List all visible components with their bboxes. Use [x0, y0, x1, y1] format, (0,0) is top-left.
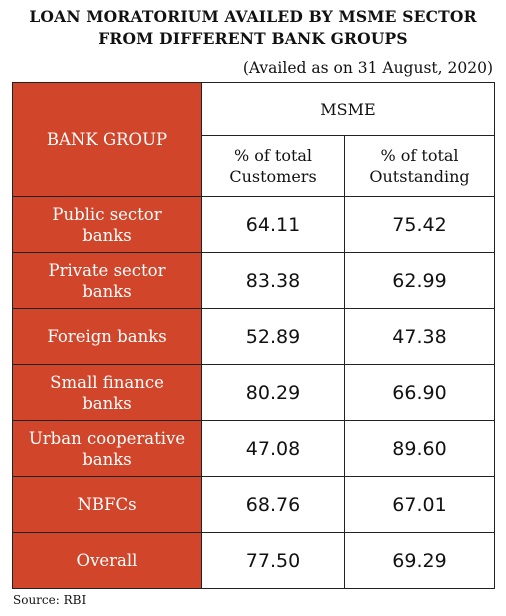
- outstanding-value: 66.90: [344, 364, 495, 421]
- bank-group-header: BANK GROUP: [12, 82, 202, 197]
- outstanding-value: 62.99: [344, 252, 495, 309]
- customers-value: 80.29: [201, 364, 345, 421]
- row-group-line: Urban cooperative: [28, 428, 186, 448]
- row-group-label: Public sector banks: [12, 196, 202, 253]
- row-group-line: Overall: [76, 551, 138, 570]
- outstanding-value: 75.42: [344, 196, 495, 253]
- outstanding-header-line-2: Outstanding: [369, 167, 470, 186]
- source-note: Source: RBI: [13, 593, 87, 607]
- customers-value: 52.89: [201, 308, 345, 365]
- title-line-2: FROM DIFFERENT BANK GROUPS: [98, 29, 408, 48]
- row-group-label: Private sector banks: [12, 252, 202, 309]
- customers-value: 77.50: [201, 532, 345, 589]
- row-group-label: Overall: [12, 532, 202, 589]
- customers-value: 47.08: [201, 420, 345, 477]
- header-row-2: % of total Customers % of total Outstand…: [13, 135, 495, 197]
- table-row: Public sector banks 64.11 75.42: [12, 196, 495, 253]
- outstanding-value: 67.01: [344, 476, 495, 533]
- row-group-label: Small finance banks: [12, 364, 202, 421]
- outstanding-value: 47.38: [344, 308, 495, 365]
- table-row: Overall 77.50 69.29: [12, 532, 495, 589]
- table-row: Private sector banks 83.38 62.99: [12, 252, 495, 309]
- customers-header-line-1: % of total: [233, 146, 313, 165]
- loan-moratorium-table: BANK GROUP MSME % of total Customers % o…: [12, 82, 495, 589]
- row-group-line: banks: [82, 393, 132, 413]
- customers-header: % of total Customers: [201, 135, 345, 197]
- row-group-line: Small finance: [50, 372, 164, 392]
- row-group-line: banks: [82, 225, 132, 245]
- row-group-line: Private sector: [48, 260, 166, 280]
- table-row: Urban cooperative banks 47.08 89.60: [12, 420, 495, 477]
- customers-value: 68.76: [201, 476, 345, 533]
- table-row: NBFCs 68.76 67.01: [12, 476, 495, 533]
- table-row: Small finance banks 80.29 66.90: [12, 364, 495, 421]
- header-row-1: BANK GROUP MSME: [12, 82, 495, 197]
- customers-value: 64.11: [201, 196, 345, 253]
- table-row: Foreign banks 52.89 47.38: [12, 308, 495, 365]
- row-group-label: Urban cooperative banks: [12, 420, 202, 477]
- outstanding-value: 89.60: [344, 420, 495, 477]
- outstanding-header: % of total Outstanding: [344, 135, 495, 197]
- row-group-label: NBFCs: [12, 476, 202, 533]
- row-group-line: Foreign banks: [47, 327, 167, 346]
- row-group-line: banks: [82, 281, 132, 301]
- outstanding-header-line-1: % of total: [380, 146, 459, 165]
- outstanding-value: 69.29: [344, 532, 495, 589]
- row-group-line: NBFCs: [77, 495, 137, 514]
- title-line-1: LOAN MORATORIUM AVAILED BY MSME SECTOR: [29, 7, 477, 26]
- row-group-label: Foreign banks: [12, 308, 202, 365]
- subtitle: (Availed as on 31 August, 2020): [242, 59, 493, 77]
- row-group-line: banks: [82, 449, 132, 469]
- msme-header: MSME: [201, 82, 495, 136]
- page-title: LOAN MORATORIUM AVAILED BY MSME SECTOR F…: [0, 6, 506, 50]
- customers-value: 83.38: [201, 252, 345, 309]
- row-group-line: Public sector: [52, 204, 162, 224]
- customers-header-line-2: Customers: [229, 167, 317, 186]
